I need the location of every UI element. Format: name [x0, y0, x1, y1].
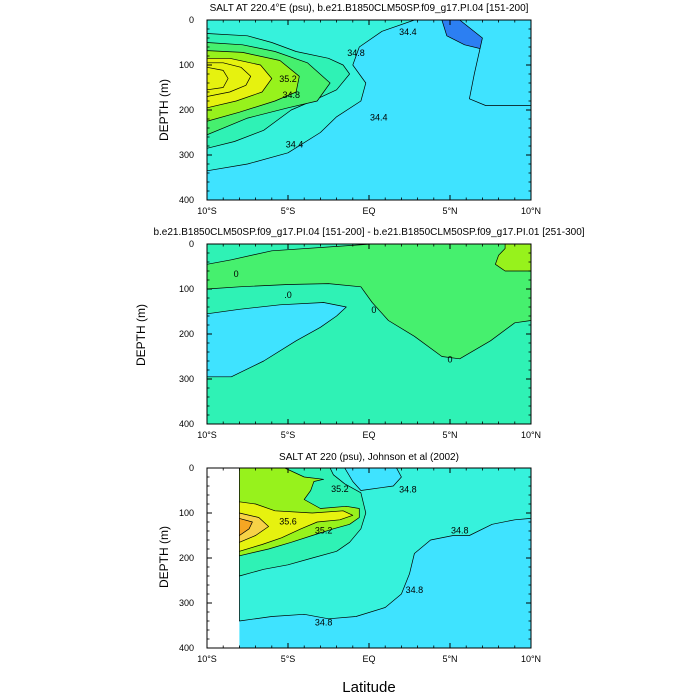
contour-region [239, 501, 354, 552]
x-tick-label: 10°N [521, 206, 541, 216]
panel-1-ylabel: DEPTH (m) [157, 79, 171, 141]
contour-label: 34.8 [406, 585, 424, 595]
contour-label: 0 [447, 354, 452, 364]
y-tick-label: 400 [179, 419, 194, 429]
panel-3-title: SALT AT 220 (psu), Johnson et al (2002) [279, 452, 459, 463]
contour-label: 34.8 [315, 617, 333, 627]
x-tick-label: 10°S [197, 430, 217, 440]
panel-2-ylabel: DEPTH (m) [134, 304, 148, 366]
contour-label: 0 [234, 269, 239, 279]
x-tick-label: 10°N [521, 654, 541, 664]
x-tick-label: 5°N [442, 430, 457, 440]
contour-label: 34.4 [399, 27, 417, 37]
y-tick-label: 0 [189, 463, 194, 473]
y-tick-label: 400 [179, 643, 194, 653]
contour-label: .0 [284, 290, 292, 300]
y-tick-label: 0 [189, 239, 194, 249]
contour-label: 34.4 [286, 139, 304, 149]
panel-observed-salinity: SALT AT 220 (psu), Johnson et al (2002) … [157, 452, 541, 664]
x-tick-label: EQ [362, 654, 375, 664]
contour-label: 35.2 [279, 74, 297, 84]
contour-label: 35.6 [279, 517, 297, 527]
y-tick-label: 200 [179, 105, 194, 115]
contour-region [239, 518, 253, 536]
x-tick-label: EQ [362, 430, 375, 440]
contour-region [459, 20, 531, 106]
contour-label: 35.2 [331, 484, 349, 494]
contour-label: 34.8 [347, 48, 365, 58]
contour-region [207, 66, 229, 91]
contour-label: 35.2 [315, 526, 333, 536]
x-tick-label: 10°S [197, 654, 217, 664]
x-tick-label: 10°S [197, 206, 217, 216]
panel-model-salinity: SALT AT 220.4°E (psu), b.e21.B1850CLM50S… [157, 3, 541, 216]
x-tick-label: 10°N [521, 430, 541, 440]
y-tick-label: 300 [179, 374, 194, 384]
x-tick-label: 5°S [281, 430, 296, 440]
contour-region [495, 244, 531, 272]
contour-label: 34.8 [399, 485, 417, 495]
y-tick-label: 100 [179, 284, 194, 294]
contour-region [207, 302, 347, 378]
contour-label: 34.4 [370, 112, 388, 122]
y-tick-label: 300 [179, 150, 194, 160]
x-tick-label: EQ [362, 206, 375, 216]
x-tick-label: 5°N [442, 206, 457, 216]
contour-region [207, 244, 531, 360]
y-tick-label: 100 [179, 60, 194, 70]
panel-difference: b.e21.B1850CLM50SP.f09_g17.PI.04 [151-20… [134, 227, 585, 440]
panel-1-title: SALT AT 220.4°E (psu), b.e21.B1850CLM50S… [210, 3, 529, 14]
x-axis-label: Latitude [342, 679, 395, 696]
panel-3-ylabel: DEPTH (m) [157, 526, 171, 588]
y-tick-label: 400 [179, 195, 194, 205]
y-tick-label: 100 [179, 508, 194, 518]
contour-label: 34.8 [282, 90, 300, 100]
y-tick-label: 200 [179, 329, 194, 339]
panel-2-title: b.e21.B1850CLM50SP.f09_g17.PI.04 [151-20… [153, 227, 584, 238]
contour-label: 34.8 [451, 526, 469, 536]
y-tick-label: 200 [179, 553, 194, 563]
x-tick-label: 5°N [442, 654, 457, 664]
y-tick-label: 300 [179, 598, 194, 608]
contour-label: 0 [371, 305, 376, 315]
x-tick-label: 5°S [281, 206, 296, 216]
x-tick-label: 5°S [281, 654, 296, 664]
y-tick-label: 0 [189, 15, 194, 25]
